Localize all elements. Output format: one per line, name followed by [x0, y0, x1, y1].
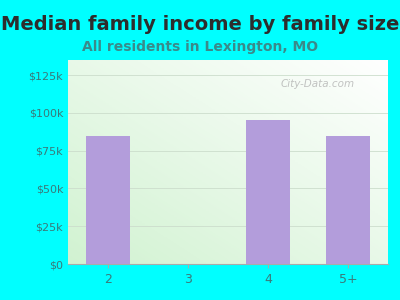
Bar [326, 136, 370, 264]
Text: City-Data.com: City-Data.com [280, 80, 355, 89]
Text: All residents in Lexington, MO: All residents in Lexington, MO [82, 40, 318, 55]
Bar [86, 136, 130, 264]
Text: Median family income by family size: Median family income by family size [1, 15, 399, 34]
Bar [246, 120, 290, 264]
